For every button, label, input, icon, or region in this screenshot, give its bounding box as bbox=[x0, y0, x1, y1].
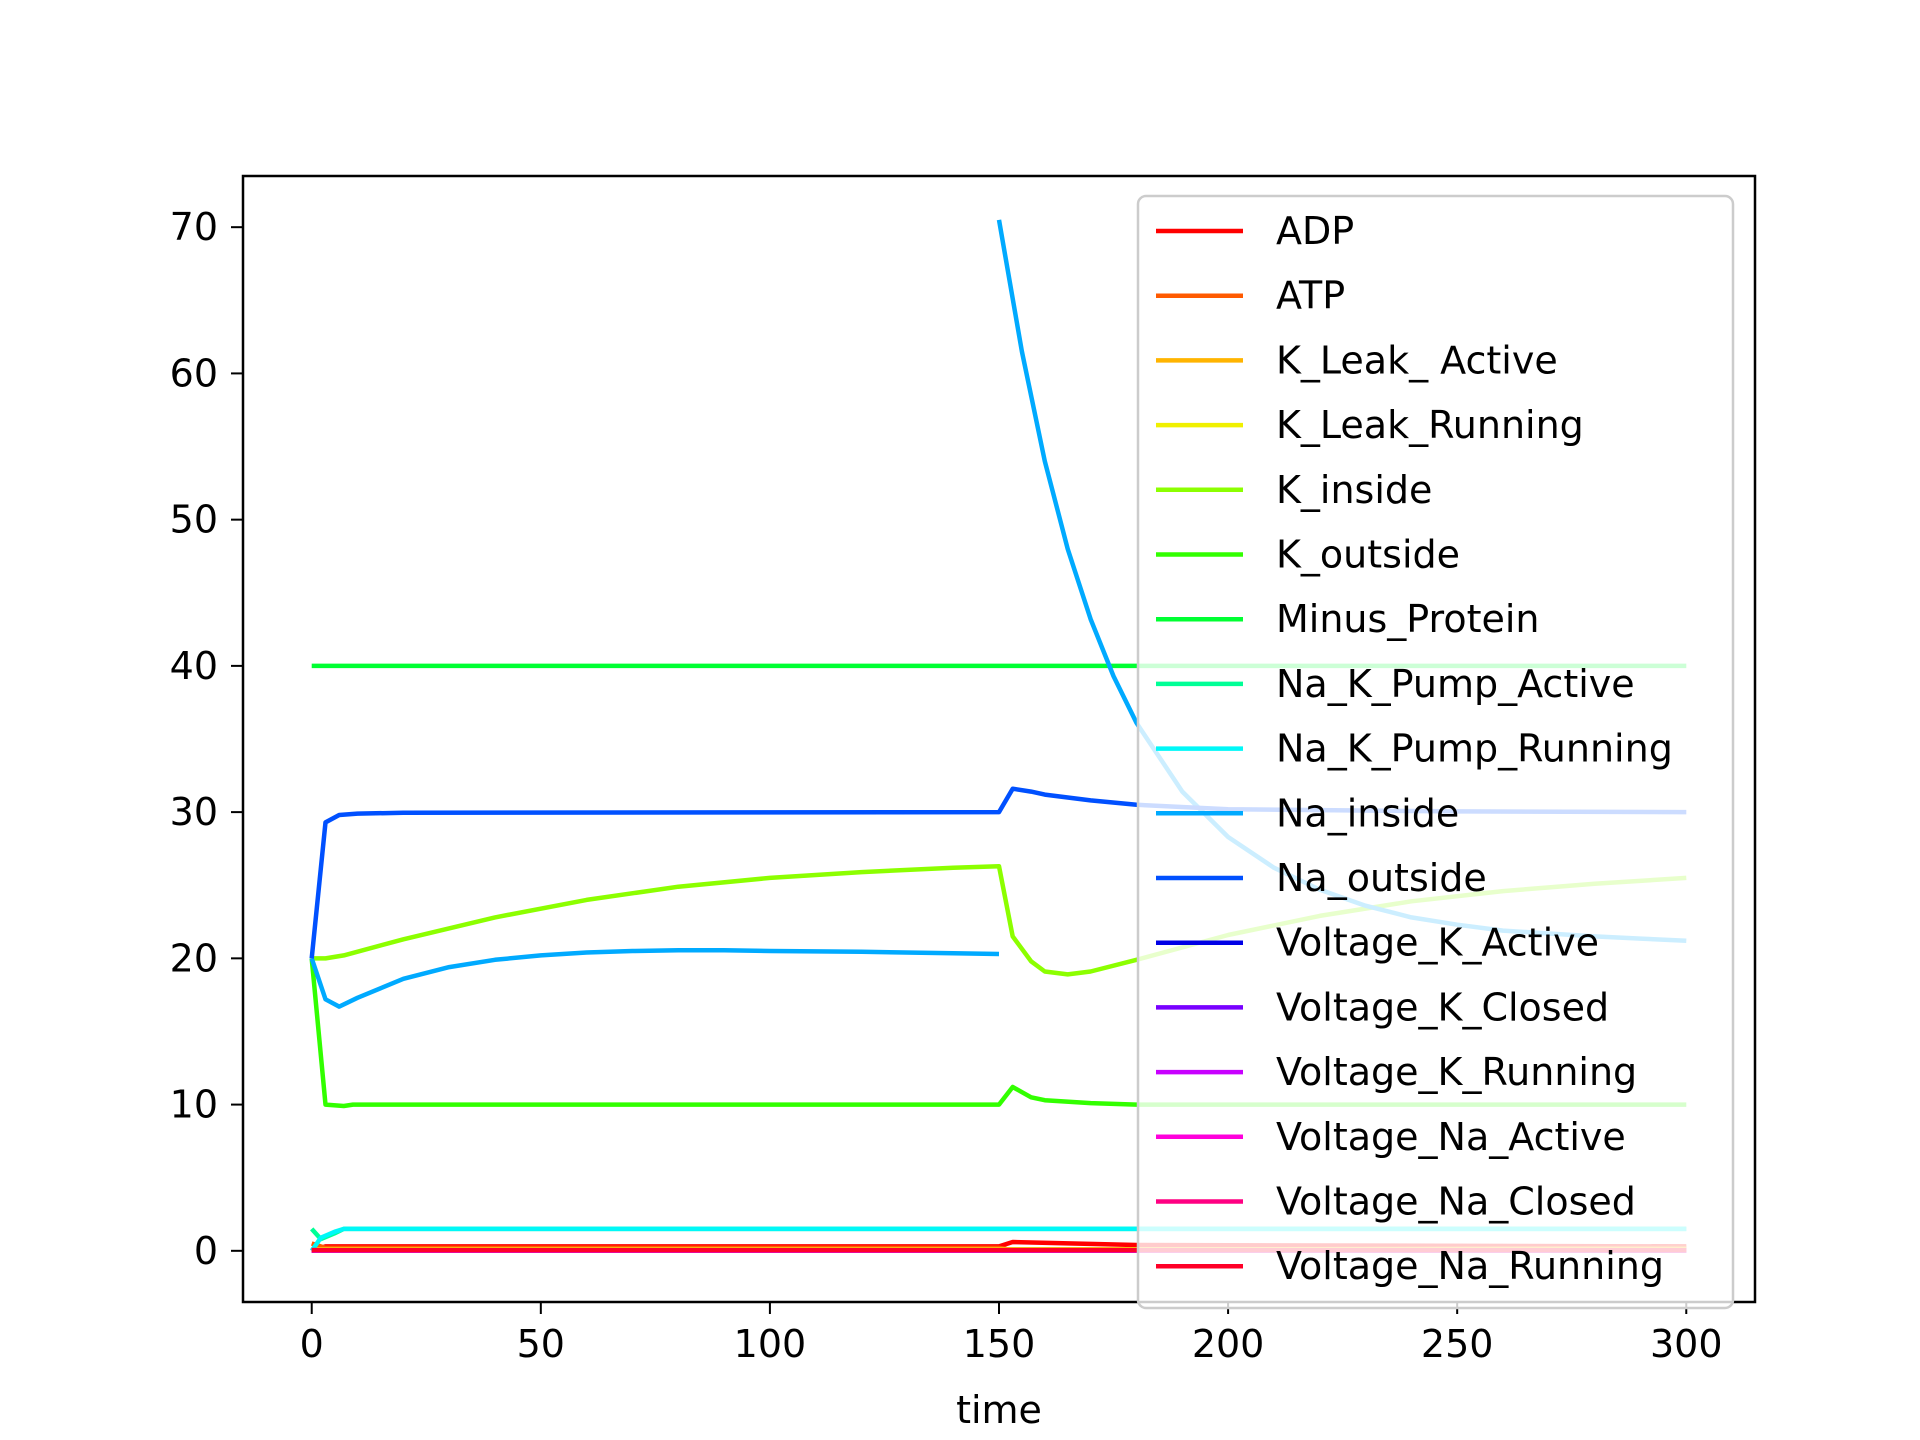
legend-label-12: Voltage_K_Closed bbox=[1276, 985, 1609, 1029]
x-tick-label-5: 250 bbox=[1421, 1322, 1494, 1366]
legend-label-6: Minus_Protein bbox=[1276, 597, 1540, 641]
legend-box bbox=[1136, 194, 1735, 1310]
legend-label-4: K_inside bbox=[1276, 468, 1432, 512]
x-tick-label-6: 300 bbox=[1650, 1322, 1723, 1366]
legend-label-13: Voltage_K_Running bbox=[1276, 1050, 1637, 1094]
y-tick-label-1: 10 bbox=[170, 1083, 218, 1127]
x-tick-label-2: 100 bbox=[734, 1322, 807, 1366]
legend-label-7: Na_K_Pump_Active bbox=[1276, 662, 1635, 706]
legend-label-14: Voltage_Na_Active bbox=[1276, 1115, 1626, 1159]
x-tick-label-3: 150 bbox=[963, 1322, 1036, 1366]
legend-label-10: Na_outside bbox=[1276, 856, 1487, 900]
legend-label-5: K_outside bbox=[1276, 533, 1460, 577]
x-tick-label-4: 200 bbox=[1192, 1322, 1265, 1366]
y-tick-label-5: 50 bbox=[170, 498, 218, 542]
x-tick-label-1: 50 bbox=[517, 1322, 565, 1366]
y-tick-label-3: 30 bbox=[170, 790, 218, 834]
legend-label-8: Na_K_Pump_Running bbox=[1276, 727, 1673, 771]
y-tick-label-7: 70 bbox=[170, 205, 218, 249]
x-tick-label-0: 0 bbox=[300, 1322, 324, 1366]
legend-label-2: K_Leak_ Active bbox=[1276, 338, 1558, 382]
y-tick-label-6: 60 bbox=[170, 351, 218, 395]
legend-label-3: K_Leak_Running bbox=[1276, 403, 1584, 447]
series-line-8 bbox=[309, 1226, 1687, 1253]
legend-label-11: Voltage_K_Active bbox=[1276, 921, 1599, 965]
legend-label-16: Voltage_Na_Running bbox=[1276, 1244, 1664, 1288]
legend: ADP ATP K_Leak_ Active K_Leak_Running K_insi… bbox=[1136, 194, 1735, 1310]
legend-label-1: ATP bbox=[1276, 274, 1345, 318]
y-tick-label-0: 0 bbox=[194, 1229, 218, 1273]
legend-label-15: Voltage_Na_Closed bbox=[1276, 1180, 1636, 1224]
x-axis-title: time bbox=[956, 1388, 1042, 1432]
ticks-layer: 0 50 100 150 200 250 300 0 10 20 30 40 50 60 70 bbox=[170, 205, 1723, 1366]
y-tick-label-4: 40 bbox=[170, 644, 218, 688]
series-line-5 bbox=[309, 958, 1687, 1109]
legend-label-0: ADP bbox=[1276, 209, 1354, 253]
y-tick-label-2: 20 bbox=[170, 936, 218, 980]
legend-label-9: Na_inside bbox=[1276, 791, 1459, 835]
